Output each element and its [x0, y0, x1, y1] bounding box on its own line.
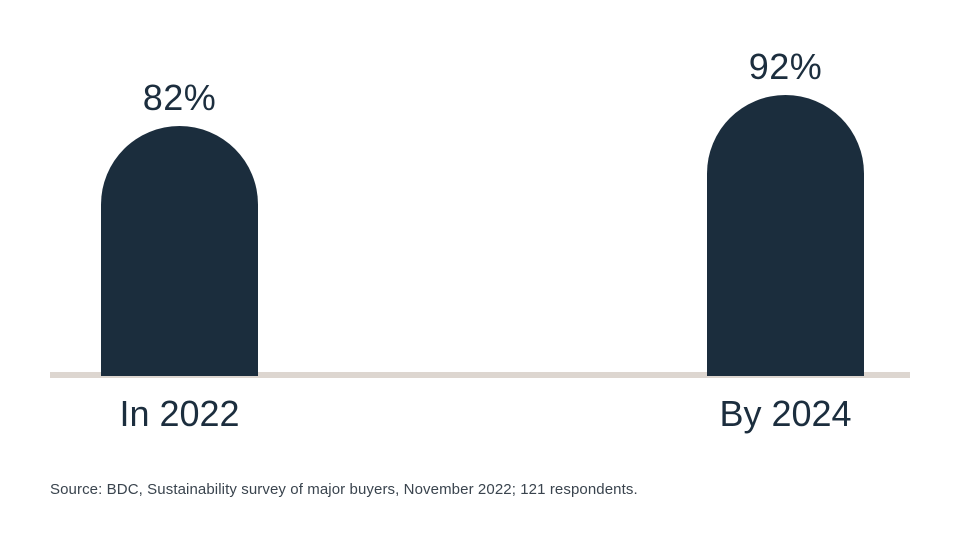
category-label-2022: In 2022: [119, 393, 240, 434]
category-label-2024: By 2024: [719, 393, 852, 434]
x-axis-line: [50, 372, 910, 378]
bar-group-2024: 92%: [707, 49, 864, 376]
bar-group-2022: 82%: [101, 80, 258, 376]
bar-value-label-2024: 92%: [748, 46, 823, 87]
bar-2024: [707, 95, 864, 376]
source-note: Source: BDC, Sustainability survey of ma…: [50, 481, 638, 498]
bar-value-label-2022: 82%: [142, 77, 217, 118]
bar-2022: [101, 126, 258, 376]
